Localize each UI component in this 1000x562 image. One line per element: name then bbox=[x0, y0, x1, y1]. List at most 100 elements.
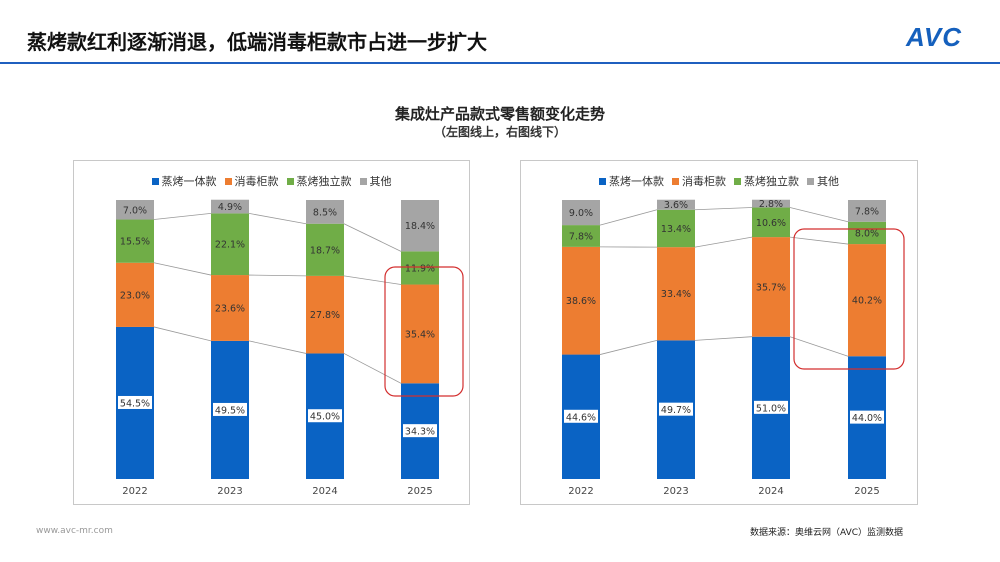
legend: 蒸烤一体款 消毒柜款 蒸烤独立款 其他 bbox=[521, 173, 917, 189]
data-label: 49.5% bbox=[215, 405, 245, 416]
legend-label: 蒸烤一体款 bbox=[609, 175, 664, 188]
header-divider bbox=[0, 62, 1000, 64]
page-title: 蒸烤款红利逐渐消退，低端消毒柜款市占进一步扩大 bbox=[27, 30, 487, 54]
bar-segment bbox=[657, 209, 695, 248]
data-label: 18.7% bbox=[310, 245, 340, 256]
legend-swatch bbox=[224, 178, 232, 185]
legend-label: 消毒柜款 bbox=[682, 175, 726, 188]
legend-item: 蒸烤独立款 bbox=[734, 175, 799, 188]
legend-item: 消毒柜款 bbox=[224, 175, 279, 188]
data-label-box bbox=[403, 424, 437, 438]
legend-item: 其他 bbox=[359, 175, 392, 188]
data-label: 22.1% bbox=[215, 240, 245, 251]
bar-segment bbox=[116, 262, 154, 327]
data-label: 23.0% bbox=[120, 290, 150, 301]
bar-segment bbox=[211, 275, 249, 341]
data-label: 33.4% bbox=[661, 289, 691, 300]
legend-item: 消毒柜款 bbox=[672, 175, 726, 188]
legend-item: 蒸烤一体款 bbox=[599, 175, 664, 188]
data-label-box bbox=[118, 395, 152, 409]
data-label: 2.8% bbox=[759, 199, 783, 210]
x-tick-label: 2022 bbox=[568, 486, 593, 497]
chart-right-offline: 蒸烤一体款 消毒柜款 蒸烤独立款 其他 2022 2023 2024 2025 44.6% 38.… bbox=[520, 160, 918, 505]
legend-swatch bbox=[807, 178, 814, 185]
data-label: 38.6% bbox=[566, 296, 596, 307]
legend-label: 蒸烤独立款 bbox=[296, 175, 352, 188]
data-label: 7.0% bbox=[123, 205, 147, 216]
data-label: 8.0% bbox=[855, 228, 879, 239]
legend-swatch bbox=[734, 178, 741, 185]
data-label: 44.6% bbox=[566, 412, 596, 423]
data-label: 7.8% bbox=[855, 206, 879, 217]
data-label: 9.0% bbox=[569, 208, 593, 219]
bar-segment bbox=[401, 284, 439, 384]
data-label: 11.9% bbox=[405, 263, 435, 274]
connector-line bbox=[153, 212, 212, 220]
data-label: 23.6% bbox=[215, 303, 245, 314]
bar-segment bbox=[401, 200, 439, 252]
data-label: 3.6% bbox=[664, 200, 688, 211]
connector-line bbox=[694, 236, 753, 248]
legend-swatch bbox=[286, 178, 294, 185]
chart-title: 集成灶产品款式零售额变化走势 bbox=[394, 105, 605, 123]
bar-segment bbox=[752, 199, 790, 208]
data-label: 34.3% bbox=[405, 427, 435, 438]
connector-line bbox=[343, 275, 402, 285]
legend-swatch bbox=[359, 178, 367, 185]
data-source: 数据来源：奥维云网（AVC）监测数据 bbox=[750, 528, 904, 538]
data-label: 4.9% bbox=[218, 202, 242, 213]
bar-segment bbox=[848, 200, 886, 222]
connector-line bbox=[694, 336, 753, 341]
legend-swatch bbox=[599, 178, 606, 185]
data-label: 15.5% bbox=[120, 237, 150, 248]
connector-line bbox=[789, 336, 849, 357]
highlight-box bbox=[384, 266, 464, 397]
website-footer: www.avc-mr.com bbox=[36, 526, 113, 536]
legend-label: 蒸烤独立款 bbox=[744, 175, 799, 188]
connector-line bbox=[153, 326, 212, 342]
data-label: 44.0% bbox=[852, 413, 882, 424]
data-label: 8.5% bbox=[313, 207, 337, 218]
connector-line bbox=[248, 212, 307, 225]
bar-segment bbox=[401, 251, 439, 285]
connector-line bbox=[248, 340, 307, 354]
bar-segment bbox=[211, 213, 249, 276]
data-label: 35.4% bbox=[405, 329, 435, 340]
data-label-box bbox=[213, 402, 247, 416]
connector-line bbox=[153, 262, 212, 276]
legend: 蒸烤一体款 消毒柜款 蒸烤独立款 其他 bbox=[74, 173, 469, 189]
legend-label: 消毒柜款 bbox=[234, 175, 279, 188]
connector-line bbox=[694, 207, 753, 211]
x-tick-label: 2022 bbox=[122, 486, 147, 497]
data-label: 40.2% bbox=[852, 296, 882, 307]
legend-item: 其他 bbox=[807, 175, 839, 188]
chart-svg: 2022 2023 2024 2025 54.5% 23.0% 15.5% 7.0% 49.5%… bbox=[116, 199, 464, 497]
bar-segment bbox=[752, 207, 790, 238]
legend-swatch bbox=[151, 178, 159, 185]
data-label-box bbox=[308, 409, 342, 423]
bar-segment bbox=[306, 223, 344, 276]
connector-line bbox=[343, 223, 402, 252]
data-label: 10.6% bbox=[756, 218, 786, 229]
data-label: 27.8% bbox=[310, 310, 340, 321]
data-label-box bbox=[850, 410, 884, 424]
highlight-box bbox=[793, 228, 905, 370]
data-label: 7.8% bbox=[569, 231, 593, 242]
connector-line bbox=[599, 339, 658, 355]
bar-segment bbox=[752, 237, 790, 337]
bar-segment bbox=[848, 244, 886, 357]
bar-segment bbox=[211, 199, 249, 214]
data-label-box bbox=[564, 409, 598, 423]
connector-line bbox=[248, 274, 307, 277]
x-tick-label: 2025 bbox=[407, 486, 432, 497]
connector-line bbox=[599, 209, 658, 226]
data-label: 13.4% bbox=[661, 224, 691, 235]
data-label: 35.7% bbox=[756, 282, 786, 293]
bar-segment bbox=[848, 221, 886, 245]
legend-swatch bbox=[672, 178, 679, 185]
avc-logo: AVC bbox=[906, 22, 962, 52]
x-tick-label: 2024 bbox=[312, 486, 337, 497]
bar-segment bbox=[116, 200, 154, 220]
data-label-box bbox=[754, 400, 788, 414]
data-label-box bbox=[659, 402, 693, 416]
